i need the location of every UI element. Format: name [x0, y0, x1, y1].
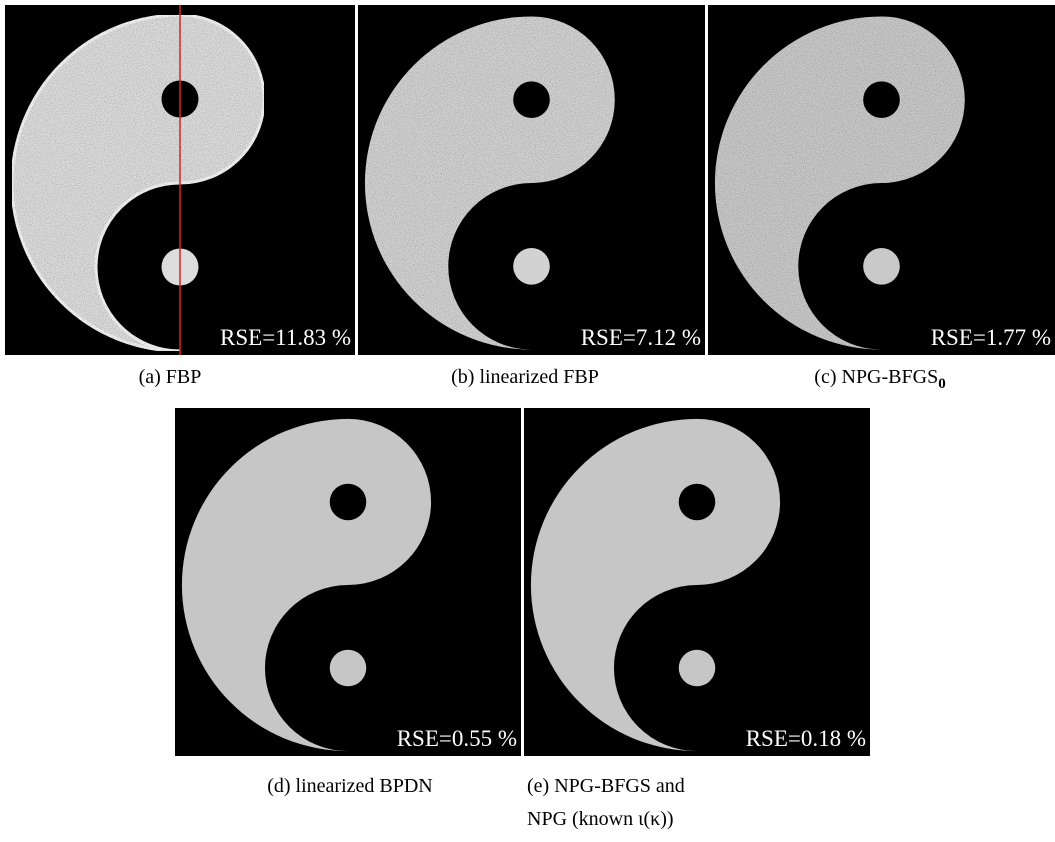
dark-dot: [679, 484, 716, 521]
caption-text: (d) linearized BPDN: [267, 775, 433, 797]
light-dot: [679, 650, 716, 687]
rse-label: RSE=11.83 %: [220, 325, 351, 350]
panel: RSE=1.77 % (c) NPG-BFGS0: [708, 5, 1055, 392]
dark-dot: [513, 81, 550, 118]
light-dot: [513, 248, 550, 285]
panel: RSE=11.83 % (a) FBP: [5, 5, 355, 388]
rse-label: RSE=1.77 %: [931, 325, 1051, 350]
light-dot: [863, 248, 900, 285]
caption: (a) FBP: [139, 366, 202, 388]
caption-text: (c) NPG-BFGS: [814, 366, 938, 388]
caption: (d) linearized BPDN: [267, 775, 433, 797]
panel: RSE=7.12 % (b) linearized FBP: [358, 5, 705, 388]
dark-dot: [330, 484, 367, 521]
figure: RSE=11.83 % (a) FBP RSE=7.12 % (b) lineariz…: [0, 0, 1055, 842]
rse-label: RSE=0.18 %: [746, 726, 866, 751]
light-dot: [330, 650, 367, 687]
caption: (e) NPG-BFGS and: [527, 775, 685, 797]
caption-text: (b) linearized FBP: [451, 366, 599, 388]
panel: RSE=0.55 % (d) linearized BPDN: [175, 408, 521, 797]
caption-subscript: 0: [938, 376, 946, 392]
dark-dot: [863, 81, 900, 118]
caption: (b) linearized FBP: [451, 366, 599, 388]
rse-label: RSE=0.55 %: [397, 726, 517, 751]
caption: (c) NPG-BFGS0: [814, 366, 945, 392]
rse-label: RSE=7.12 %: [581, 325, 701, 350]
caption-text: (a) FBP: [139, 366, 202, 388]
panel: RSE=0.18 % (e) NPG-BFGS and NPG (known ι(κ…: [524, 408, 870, 830]
caption: NPG (known ι(κ)): [527, 808, 674, 830]
